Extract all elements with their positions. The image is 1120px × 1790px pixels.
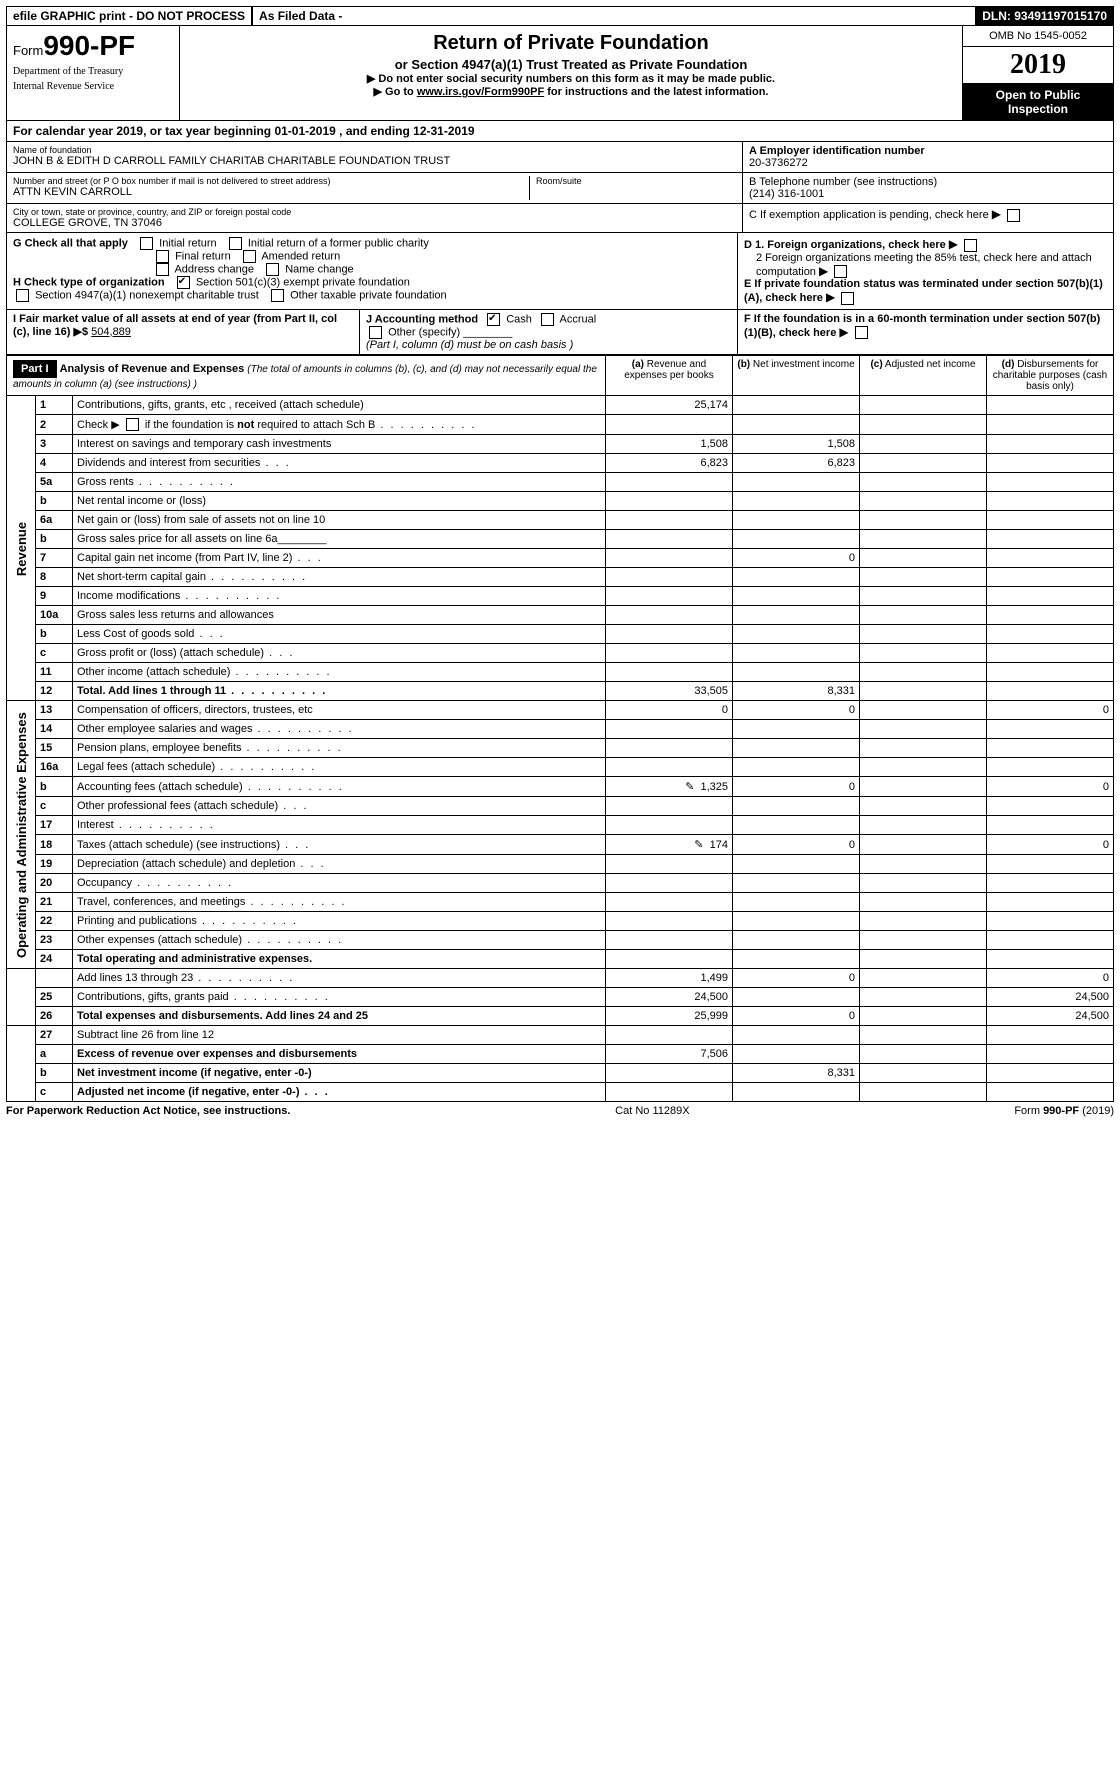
efile-notice: efile GRAPHIC print - DO NOT PROCESS [7,7,252,25]
tax-year: 2019 [963,47,1113,84]
form-prefix: Form [13,43,43,58]
col-d-hdr: (d) Disbursements for charitable purpose… [986,356,1113,395]
chk-other-tax[interactable] [271,289,284,302]
form-subtitle: or Section 4947(a)(1) Trust Treated as P… [186,57,956,72]
analysis-table: Revenue 1Contributions, gifts, grants, e… [6,396,1114,1103]
phone-cell: B Telephone number (see instructions) (2… [743,173,1113,204]
open-inspection: Open to Public Inspection [963,84,1113,120]
g-label: G Check all that apply [13,237,128,249]
city-cell: City or town, state or province, country… [7,204,743,233]
top-bar: efile GRAPHIC print - DO NOT PROCESS As … [6,6,1114,26]
col-a-hdr: (a) Revenue and expenses per books [605,356,732,395]
footer: For Paperwork Reduction Act Notice, see … [6,1102,1114,1120]
chk-other-method[interactable] [369,326,382,339]
col-b-hdr: (b) Net investment income [732,356,859,395]
chk-f[interactable] [855,326,868,339]
dln-number: DLN: 93491197015170 [976,7,1113,25]
dept-1: Department of the Treasury [13,66,173,77]
chk-e[interactable] [841,292,854,305]
chk-schb[interactable] [126,418,139,431]
exemption-c-cell: C If exemption application is pending, c… [743,204,1113,233]
dept-2: Internal Revenue Service [13,81,173,92]
form-number: 990-PF [43,30,135,61]
form-header: Form990-PF Department of the Treasury In… [6,26,1114,121]
col-i: I Fair market value of all assets at end… [7,310,360,354]
ein-cell: A Employer identification number 20-3736… [743,142,1113,173]
chk-initial[interactable] [140,237,153,250]
chk-d2[interactable] [834,265,847,278]
omb-number: OMB No 1545-0052 [963,26,1113,47]
chk-final[interactable] [156,250,169,263]
chk-501c3[interactable] [177,276,190,289]
chk-d1[interactable] [964,239,977,252]
chk-amended[interactable] [243,250,256,263]
col-f: F If the foundation is in a 60-month ter… [738,310,1113,354]
ssn-notice: Do not enter social security numbers on … [186,72,956,85]
col-c-hdr: (c) Adjusted net income [859,356,986,395]
header-left: Form990-PF Department of the Treasury In… [7,26,180,120]
as-filed: As Filed Data - [252,7,976,25]
attach-icon[interactable]: ✎ [694,839,703,851]
chk-name-change[interactable] [266,263,279,276]
form-ref: Form 990-PF (2019) [1014,1105,1114,1117]
room-cell: Room/suite [530,176,736,200]
chk-initial-former[interactable] [229,237,242,250]
section-ijf: I Fair market value of all assets at end… [6,310,1114,355]
chk-cash[interactable] [487,313,500,326]
address-cell: Number and street (or P O box number if … [7,173,743,204]
chk-accrual[interactable] [541,313,554,326]
h-label: H Check type of organization [13,276,165,288]
header-right: OMB No 1545-0052 2019 Open to Public Ins… [962,26,1113,120]
header-center: Return of Private Foundation or Section … [180,26,962,120]
chk-addr-change[interactable] [156,263,169,276]
checkbox-c[interactable] [1007,209,1020,222]
info-block: Name of foundation JOHN B & EDITH D CARR… [6,142,1114,233]
section-g-d: G Check all that apply Initial return In… [6,233,1114,310]
chk-4947[interactable] [16,289,29,302]
expenses-vert: Operating and Administrative Expenses [7,701,36,969]
paperwork-notice: For Paperwork Reduction Act Notice, see … [6,1105,290,1117]
form-title: Return of Private Foundation [186,32,956,55]
part1-badge: Part I [13,360,57,378]
foundation-name-cell: Name of foundation JOHN B & EDITH D CARR… [7,142,743,173]
col-j: J Accounting method Cash Accrual Other (… [360,310,738,354]
revenue-vert: Revenue [7,396,36,701]
irs-link[interactable]: www.irs.gov/Form990PF [417,86,544,98]
cat-no: Cat No 11289X [290,1105,1014,1117]
calendar-year-line: For calendar year 2019, or tax year begi… [6,121,1114,142]
attach-icon[interactable]: ✎ [685,781,694,793]
instructions-link-line: Go to www.irs.gov/Form990PF for instruct… [186,85,956,98]
part1-header: Part I Analysis of Revenue and Expenses … [6,355,1114,396]
